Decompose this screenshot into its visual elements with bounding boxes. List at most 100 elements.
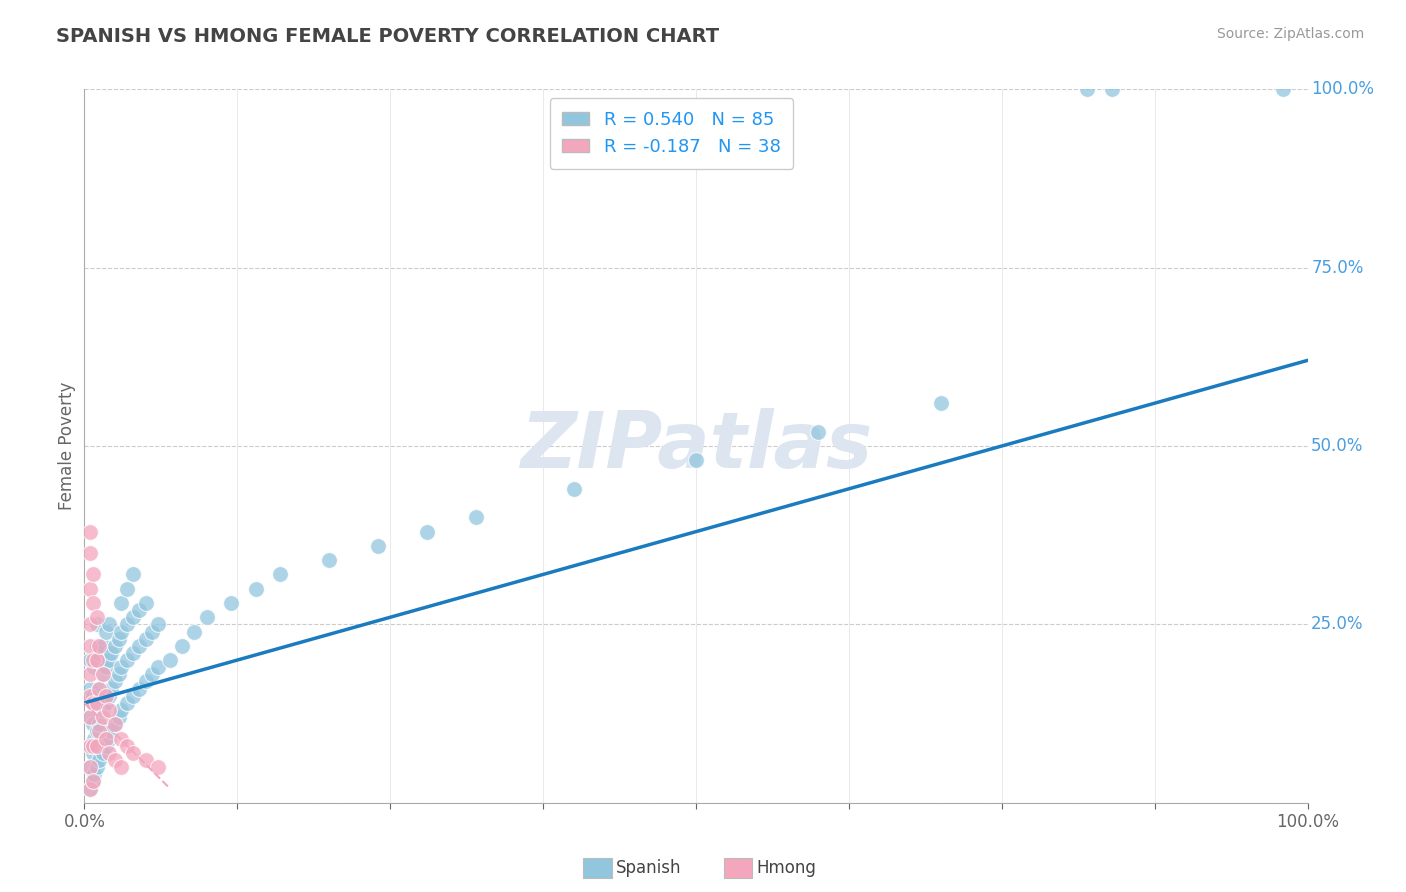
- Point: [97, 653, 120, 667]
- Point: [79, 639, 101, 653]
- Point: [79, 739, 101, 753]
- Point: [183, 624, 205, 639]
- Point: [79, 760, 101, 774]
- Point: [104, 639, 127, 653]
- Text: 25.0%: 25.0%: [1312, 615, 1364, 633]
- Point: [135, 753, 157, 767]
- Point: [83, 660, 105, 674]
- Point: [107, 632, 129, 646]
- Point: [82, 746, 104, 760]
- Point: [79, 760, 101, 774]
- Point: [91, 639, 114, 653]
- Point: [115, 653, 138, 667]
- Point: [79, 681, 101, 696]
- Point: [318, 553, 340, 567]
- Point: [97, 617, 120, 632]
- Point: [122, 567, 145, 582]
- Point: [685, 453, 707, 467]
- Point: [1272, 82, 1295, 96]
- Point: [82, 653, 104, 667]
- Point: [86, 610, 108, 624]
- Point: [97, 731, 120, 746]
- Point: [82, 696, 104, 710]
- Point: [79, 617, 101, 632]
- Point: [100, 681, 122, 696]
- Point: [79, 781, 101, 796]
- Point: [86, 724, 108, 739]
- Point: [83, 696, 105, 710]
- Point: [82, 689, 104, 703]
- Point: [219, 596, 242, 610]
- Point: [91, 667, 114, 681]
- Point: [83, 731, 105, 746]
- Point: [86, 760, 108, 774]
- Point: [87, 681, 110, 696]
- Point: [104, 753, 127, 767]
- Point: [110, 660, 132, 674]
- Point: [79, 546, 101, 560]
- Point: [128, 681, 150, 696]
- Point: [128, 639, 150, 653]
- Point: [82, 567, 104, 582]
- Point: [79, 524, 101, 539]
- Point: [159, 653, 181, 667]
- Point: [91, 710, 114, 724]
- Point: [135, 632, 157, 646]
- Point: [135, 674, 157, 689]
- Point: [96, 731, 118, 746]
- Point: [86, 617, 108, 632]
- Point: [87, 753, 110, 767]
- Point: [86, 653, 108, 667]
- Point: [128, 603, 150, 617]
- Point: [416, 524, 439, 539]
- Point: [146, 760, 169, 774]
- Point: [100, 646, 122, 660]
- Point: [86, 689, 108, 703]
- Point: [82, 774, 104, 789]
- Point: [107, 710, 129, 724]
- Point: [86, 653, 108, 667]
- Point: [79, 781, 101, 796]
- Text: Hmong: Hmong: [756, 859, 817, 877]
- Point: [96, 660, 118, 674]
- Point: [96, 696, 118, 710]
- Point: [82, 774, 104, 789]
- Point: [269, 567, 291, 582]
- Point: [107, 667, 129, 681]
- Text: Source: ZipAtlas.com: Source: ZipAtlas.com: [1216, 27, 1364, 41]
- Point: [82, 739, 104, 753]
- Text: 75.0%: 75.0%: [1312, 259, 1364, 277]
- Point: [79, 710, 101, 724]
- Point: [122, 689, 145, 703]
- Point: [87, 639, 110, 653]
- Point: [79, 653, 101, 667]
- Point: [79, 710, 101, 724]
- Point: [464, 510, 486, 524]
- Point: [79, 739, 101, 753]
- Point: [87, 681, 110, 696]
- Point: [104, 717, 127, 731]
- Point: [83, 767, 105, 781]
- Point: [96, 689, 118, 703]
- Point: [110, 624, 132, 639]
- Point: [146, 660, 169, 674]
- Point: [172, 639, 194, 653]
- Point: [96, 739, 118, 753]
- Point: [87, 724, 110, 739]
- Point: [115, 739, 138, 753]
- Text: ZIPatlas: ZIPatlas: [520, 408, 872, 484]
- Point: [562, 482, 585, 496]
- Point: [122, 746, 145, 760]
- Point: [110, 596, 132, 610]
- Point: [91, 703, 114, 717]
- Point: [87, 717, 110, 731]
- Text: 100.0%: 100.0%: [1312, 80, 1374, 98]
- Point: [807, 425, 830, 439]
- Point: [245, 582, 267, 596]
- Point: [135, 596, 157, 610]
- Point: [146, 617, 169, 632]
- Point: [82, 596, 104, 610]
- Point: [115, 696, 138, 710]
- Point: [122, 610, 145, 624]
- Point: [104, 717, 127, 731]
